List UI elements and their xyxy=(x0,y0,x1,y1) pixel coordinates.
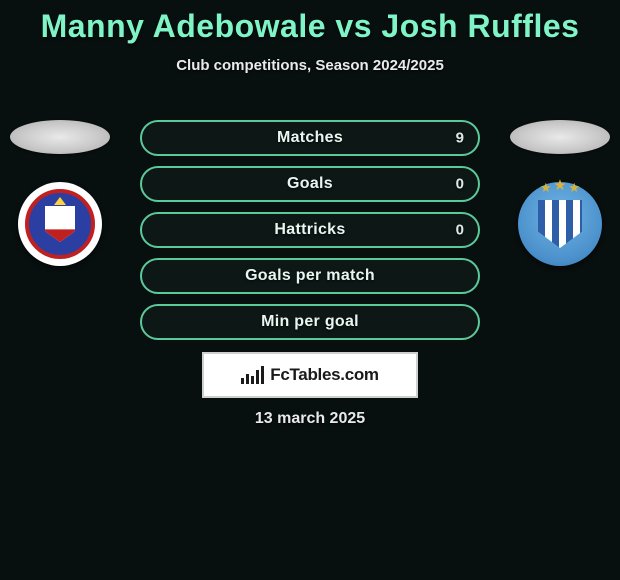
stat-row-matches: Matches 9 xyxy=(140,120,480,156)
comparison-subtitle: Club competitions, Season 2024/2025 xyxy=(0,57,620,74)
stat-row-hattricks: Hattricks 0 xyxy=(140,212,480,248)
comparison-title: Manny Adebowale vs Josh Ruffles xyxy=(0,0,620,45)
stat-label: Matches xyxy=(277,129,343,147)
brand-bars-icon xyxy=(241,366,264,384)
stat-right-value: 9 xyxy=(456,130,464,147)
player-left-panel xyxy=(0,120,120,266)
stat-row-min-per-goal: Min per goal xyxy=(140,304,480,340)
club-crest-right: ★ xyxy=(518,182,602,266)
stat-label: Min per goal xyxy=(261,313,359,331)
comparison-date: 13 march 2025 xyxy=(0,410,620,428)
stat-right-value: 0 xyxy=(456,176,464,193)
player-silhouette-right xyxy=(510,120,610,154)
brand-label: FcTables.com xyxy=(270,365,379,385)
club-crest-left xyxy=(18,182,102,266)
player-right-panel: ★ xyxy=(500,120,620,266)
stat-right-value: 0 xyxy=(456,222,464,239)
brand-watermark: FcTables.com xyxy=(202,352,418,398)
stat-label: Hattricks xyxy=(274,221,345,239)
stat-row-goals: Goals 0 xyxy=(140,166,480,202)
player-silhouette-left xyxy=(10,120,110,154)
stat-row-goals-per-match: Goals per match xyxy=(140,258,480,294)
stat-label: Goals per match xyxy=(245,267,375,285)
stats-list: Matches 9 Goals 0 Hattricks 0 Goals per … xyxy=(140,120,480,340)
stat-label: Goals xyxy=(287,175,333,193)
